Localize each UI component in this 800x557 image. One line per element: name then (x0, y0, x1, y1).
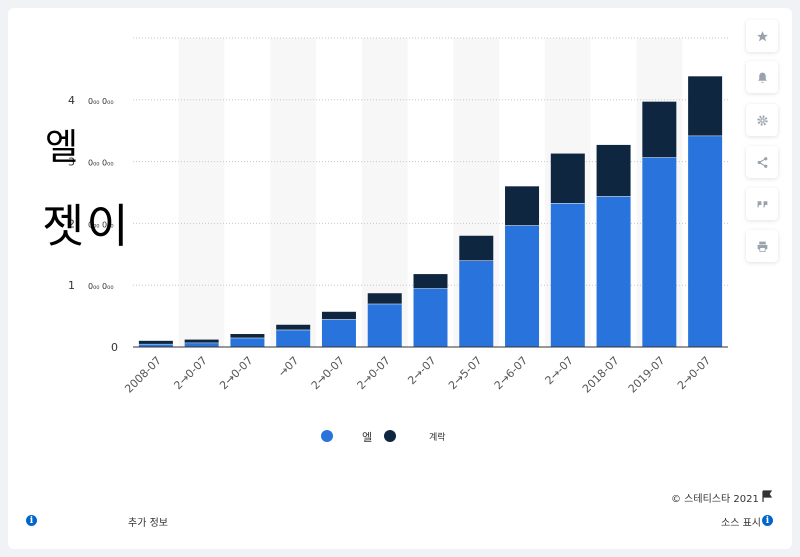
bar-series2 (138, 340, 173, 344)
chart-card: 0 1 0₀₀ 0₀₀ 2 0₀₀ 0₀₀ 3 0₀₀ 0₀₀ 4 0₀₀ 0₀₀ 2008-07… (8, 8, 792, 549)
print-icon (757, 241, 767, 252)
x-tick-label: 2→0-07 (309, 354, 347, 392)
x-tick-label: 2→6-07 (492, 354, 530, 392)
legend-label-series2[interactable]: 계락 (429, 433, 446, 443)
y-tick-suffix: 0₀₀ 0₀₀ (88, 220, 114, 229)
flag-icon[interactable] (761, 490, 773, 502)
share-icon (757, 156, 767, 168)
bar-series1 (321, 319, 356, 347)
source-info-icon[interactable]: i (762, 515, 773, 526)
bar-series1 (596, 196, 631, 347)
y-tick-suffix: 0₀₀ 0₀₀ (88, 97, 114, 106)
bar-series2 (459, 235, 494, 261)
gear-icon (756, 114, 768, 126)
legend-label-series1[interactable]: 엘 (362, 431, 373, 444)
chart-area: 0 1 0₀₀ 0₀₀ 2 0₀₀ 0₀₀ 3 0₀₀ 0₀₀ 4 0₀₀ 0₀₀ 2008-07… (68, 37, 728, 396)
cite-button[interactable] (746, 188, 778, 220)
y-tick-label: 3 (68, 156, 75, 169)
bar-series2 (688, 76, 723, 136)
y-tick-suffix: 0₀₀ 0₀₀ (88, 159, 114, 168)
favorite-button[interactable] (746, 20, 778, 52)
bar-series2 (596, 144, 631, 197)
x-tick-label: 2→-07 (405, 354, 438, 387)
x-tick-label: 2→0-07 (171, 354, 209, 392)
bar-series1 (276, 329, 311, 347)
y-tick-label: 1 (68, 279, 75, 292)
bar-series1 (413, 288, 448, 347)
bar-series2 (230, 334, 265, 338)
x-tick-label: 2→0-07 (217, 354, 255, 392)
print-button[interactable] (746, 230, 778, 262)
x-tick-label: 2018-07 (580, 354, 622, 396)
x-tick-label: →07 (276, 354, 302, 380)
y-tick-label: 2 (68, 217, 75, 230)
bar-series1 (138, 343, 173, 347)
band-shade (270, 38, 317, 347)
star-icon (756, 30, 768, 41)
band-shade (178, 38, 225, 347)
x-tick-label: 2→-07 (543, 354, 576, 387)
bar-series1 (184, 342, 219, 347)
bar-series1 (688, 135, 723, 347)
legend-swatch-series2[interactable] (384, 430, 396, 442)
y-tick-label: 0 (111, 341, 118, 354)
bar-series1 (550, 203, 585, 347)
notification-button[interactable] (746, 61, 778, 93)
quote-icon (757, 200, 767, 208)
overlay-glyph-bottom: 젯이 (42, 199, 131, 253)
copyright-text[interactable]: © 스테티스타 2021 (671, 494, 759, 505)
x-tick-label: 2→5-07 (446, 354, 484, 392)
bar-series2 (367, 293, 402, 304)
bar-series2 (642, 101, 677, 158)
legend-swatch-series1[interactable] (321, 430, 333, 442)
y-tick-suffix: 0₀₀ 0₀₀ (88, 282, 114, 291)
settings-button[interactable] (746, 104, 778, 136)
bar-series2 (184, 339, 219, 343)
bar-series2 (550, 153, 585, 204)
bar-series1 (459, 260, 494, 347)
share-button[interactable] (746, 146, 778, 178)
bar-series2 (413, 274, 448, 289)
info-icon[interactable]: i (26, 515, 37, 526)
overlay-glyph-top: 엘 (45, 127, 79, 168)
bar-series2 (276, 324, 311, 330)
bar-series1 (642, 157, 677, 347)
bar-series2 (505, 186, 540, 226)
bar-series1 (230, 337, 265, 347)
bar-series1 (367, 303, 402, 347)
bell-icon (757, 72, 767, 83)
more-info-link[interactable]: 추가 정보 (128, 518, 168, 529)
bar-series1 (505, 225, 540, 347)
x-tick-label: 2019-07 (626, 354, 668, 396)
x-tick-label: 2008-07 (122, 354, 164, 396)
show-source-link[interactable]: 소스 표시 (721, 518, 761, 529)
y-tick-label: 4 (68, 94, 75, 107)
x-tick-label: 2→0-07 (355, 354, 393, 392)
bar-series2 (321, 311, 356, 320)
x-tick-label: 2→0-07 (675, 354, 713, 392)
